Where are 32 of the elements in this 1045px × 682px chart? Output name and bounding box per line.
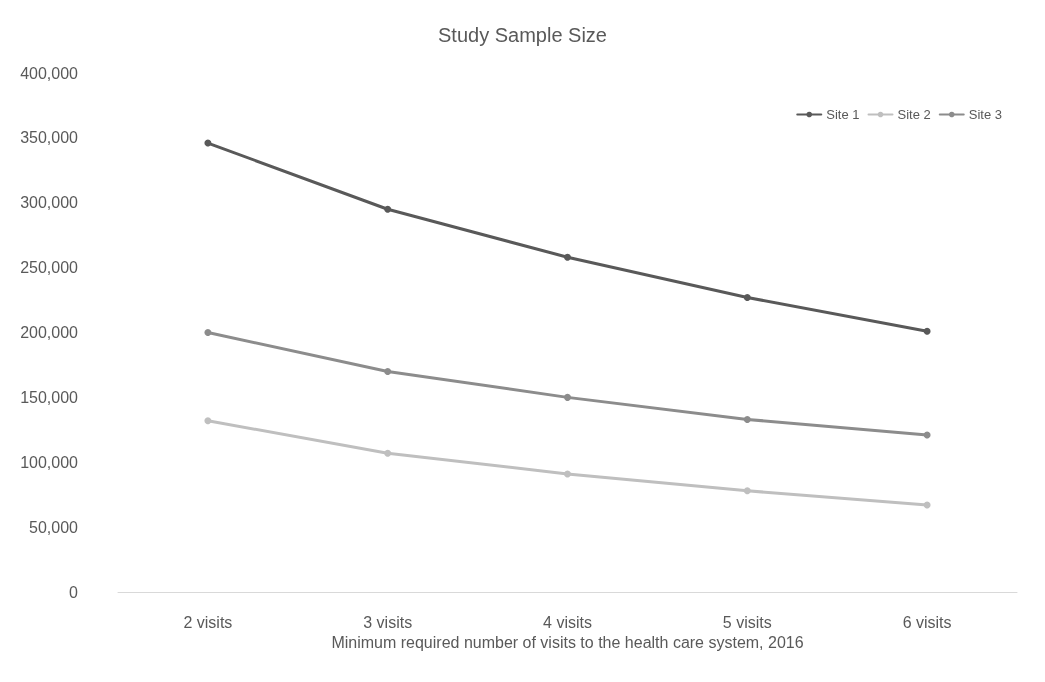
legend-label: Site 3: [968, 107, 1003, 122]
x-tick-label: 4 visits: [543, 613, 592, 631]
y-tick-label: 300,000: [20, 194, 79, 212]
x-axis-title: Minimum required number of visits to the health care system, 2016: [331, 634, 804, 652]
y-tick-label: 400,000: [20, 64, 79, 82]
y-tick-label: 250,000: [20, 259, 79, 277]
point: [204, 139, 212, 147]
x-tick-label: 3 visits: [363, 613, 413, 631]
y-tick-label: 100,000: [20, 453, 79, 471]
y-tick-label: 50,000: [29, 518, 79, 536]
x-tick-label: 5 visits: [722, 613, 772, 631]
y-tick-label: 0: [69, 583, 79, 601]
point: [743, 487, 751, 495]
point: [743, 415, 751, 423]
point: [743, 293, 751, 301]
point: [564, 393, 571, 401]
y-tick-label: 150,000: [20, 388, 79, 406]
point: [204, 417, 212, 425]
point: [384, 205, 392, 213]
y-tick-label: 200,000: [20, 324, 79, 341]
x-tick-label: 6 visits: [902, 613, 952, 631]
point: [564, 253, 571, 261]
point: [384, 449, 392, 457]
x-tick-label: 2 visits: [183, 613, 233, 631]
point: [204, 329, 212, 336]
point: [923, 327, 931, 335]
chart-title: Study Sample Size: [438, 24, 607, 46]
legend-label: Site 1: [826, 107, 860, 122]
point: [564, 470, 571, 478]
legend-label: Site 2: [897, 107, 931, 122]
point: [384, 367, 392, 375]
y-tick-label: 350,000: [20, 129, 79, 147]
